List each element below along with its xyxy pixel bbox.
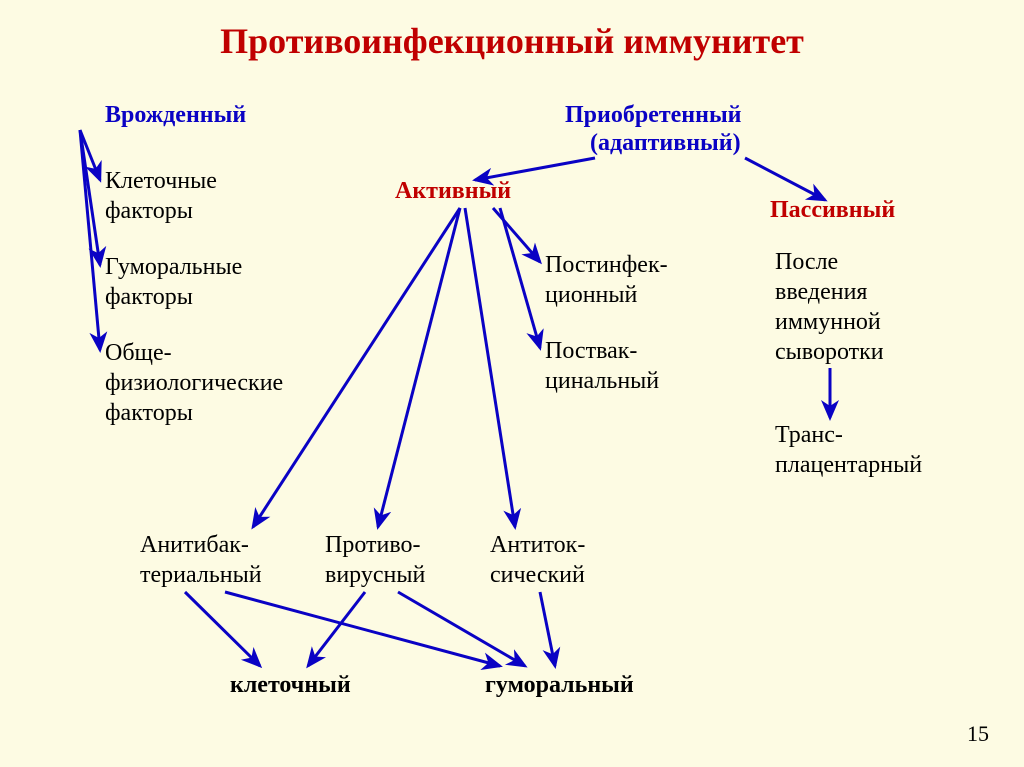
slide: Противоинфекционный иммунитет Врожденный… xyxy=(0,0,1024,767)
node-serum_l3: иммунной xyxy=(775,307,881,337)
node-acquired_l1: Приобретенный xyxy=(565,100,742,130)
arrow-8 xyxy=(493,208,540,262)
node-acquired_l2: (адаптивный) xyxy=(590,128,741,158)
node-humoral2: гуморальный xyxy=(485,670,634,700)
arrow-0 xyxy=(80,130,100,180)
node-postvac_l1: Поствак- xyxy=(545,336,637,366)
page-number: 15 xyxy=(967,721,989,747)
arrow-5 xyxy=(253,208,460,527)
node-cellular: клеточный xyxy=(230,670,351,700)
node-innate: Врожденный xyxy=(105,100,246,130)
arrow-13 xyxy=(308,592,365,666)
node-antivir_l1: Противо- xyxy=(325,530,421,560)
node-humoral_l2: факторы xyxy=(105,282,193,312)
arrow-4 xyxy=(745,158,825,200)
node-passive: Пассивный xyxy=(770,195,895,225)
node-physio_l1: Обще- xyxy=(105,338,172,368)
arrow-7 xyxy=(465,208,515,527)
slide-title: Противоинфекционный иммунитет xyxy=(0,20,1024,62)
arrow-12 xyxy=(225,592,500,666)
node-antibac_l1: Анитибак- xyxy=(140,530,249,560)
node-trans_l1: Транс- xyxy=(775,420,843,450)
node-cell_l2: факторы xyxy=(105,196,193,226)
arrow-1 xyxy=(80,130,100,265)
node-humoral_l1: Гуморальные xyxy=(105,252,242,282)
node-serum_l1: После xyxy=(775,247,838,277)
node-antivir_l2: вирусный xyxy=(325,560,425,590)
arrow-11 xyxy=(185,592,260,666)
arrow-14 xyxy=(398,592,525,666)
node-physio_l3: факторы xyxy=(105,398,193,428)
node-serum_l2: введения xyxy=(775,277,867,307)
node-antitox_l2: сический xyxy=(490,560,585,590)
arrow-2 xyxy=(80,130,100,350)
node-antibac_l2: териальный xyxy=(140,560,262,590)
node-trans_l2: плацентарный xyxy=(775,450,922,480)
node-active: Активный xyxy=(395,176,511,206)
node-physio_l2: физиологические xyxy=(105,368,283,398)
node-postinf_l1: Постинфек- xyxy=(545,250,668,280)
arrow-6 xyxy=(378,208,460,527)
arrow-9 xyxy=(500,208,540,348)
node-antitox_l1: Антиток- xyxy=(490,530,585,560)
arrow-15 xyxy=(540,592,555,666)
node-postvac_l2: цинальный xyxy=(545,366,659,396)
node-cell_l1: Клеточные xyxy=(105,166,217,196)
node-postinf_l2: ционный xyxy=(545,280,637,310)
node-serum_l4: сыворотки xyxy=(775,337,884,367)
